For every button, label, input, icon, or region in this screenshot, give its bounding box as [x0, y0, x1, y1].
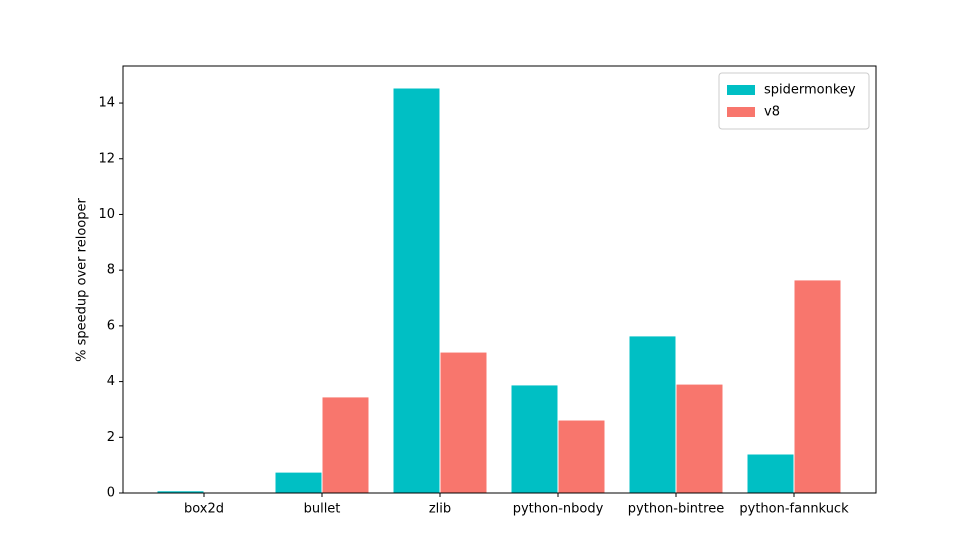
bar — [321, 396, 370, 494]
bar — [392, 87, 441, 494]
x-tick-label: python-fannkuck — [739, 502, 849, 517]
bar — [793, 279, 842, 494]
bar — [557, 419, 606, 494]
bar — [274, 471, 323, 494]
y-tick-label: 2 — [107, 430, 115, 445]
legend-swatch — [727, 85, 755, 95]
y-tick-label: 8 — [107, 263, 115, 278]
y-tick-label: 10 — [98, 207, 115, 222]
bar — [746, 453, 795, 494]
legend-label: spidermonkey — [764, 83, 856, 98]
y-tick-label: 6 — [107, 318, 115, 333]
legend-label: v8 — [764, 105, 780, 120]
plot-frame — [122, 65, 877, 494]
bar — [439, 351, 488, 494]
legend-box — [718, 72, 870, 130]
y-axis-label: % speedup over relooper — [75, 198, 90, 362]
x-tick-label: python-bintree — [628, 502, 724, 517]
bar — [675, 383, 724, 494]
y-tick-label: 14 — [98, 96, 115, 111]
bar — [628, 335, 677, 494]
x-tick-label: python-nbody — [513, 502, 604, 517]
x-tick-label: bullet — [304, 502, 341, 517]
x-tick-label: zlib — [429, 502, 451, 517]
legend-swatch — [727, 107, 755, 117]
y-tick-label: 12 — [98, 151, 115, 166]
bar — [510, 384, 559, 494]
y-tick-label: 0 — [107, 486, 115, 501]
y-tick-label: 4 — [107, 374, 115, 389]
x-tick-label: box2d — [184, 502, 224, 517]
